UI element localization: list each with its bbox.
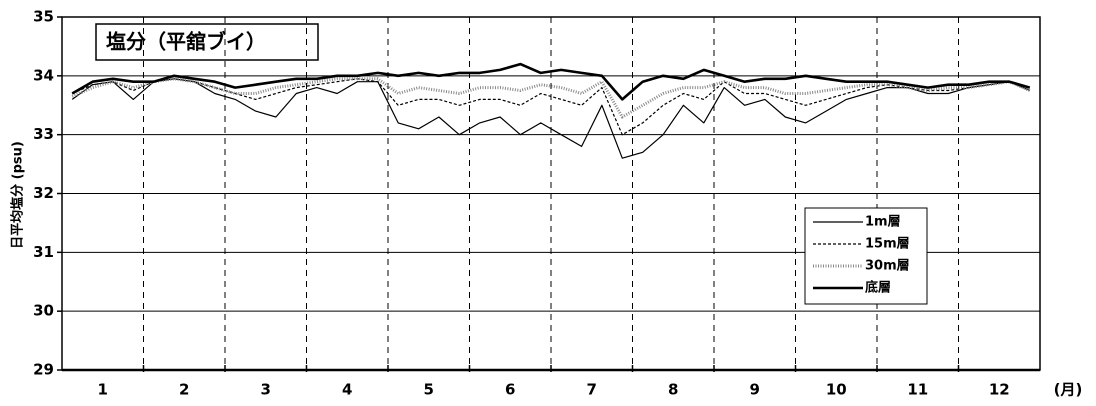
x-tick-label: 4 [342,381,352,399]
series-line [71,78,1031,159]
series-line [71,62,1031,101]
x-tick-label: 9 [750,381,760,399]
legend-label: 1m層 [865,215,901,230]
y-tick-label: 33 [33,125,54,143]
x-tick-label: 2 [179,381,189,399]
y-tick-label: 29 [33,361,54,379]
legend-label: 15m層 [865,237,910,252]
x-axis-label: (月) [1054,381,1083,399]
x-tick-label: 5 [424,381,434,399]
x-tick-label: 10 [826,381,847,399]
y-tick-label: 31 [33,243,54,261]
legend-label: 底層 [865,280,891,296]
y-tick-label: 30 [33,302,54,320]
y-tick-label: 35 [33,8,54,26]
x-tick-label: 3 [261,381,271,399]
title-box [95,23,319,61]
legend-label: 30m層 [865,259,910,274]
x-tick-label: 12 [989,381,1010,399]
x-tick-label: 11 [907,381,928,399]
y-tick-label: 32 [33,184,54,202]
x-tick-label: 8 [668,381,678,399]
series-line [71,77,1031,119]
x-tick-label: 1 [98,381,108,399]
y-tick-label: 34 [33,66,54,84]
chart-title: 塩分（平舘ブイ） [106,30,266,54]
x-tick-label: 7 [587,381,597,399]
x-tick-label: 6 [505,381,515,399]
y-axis-label: 日平均塩分 (psu) [10,141,26,249]
